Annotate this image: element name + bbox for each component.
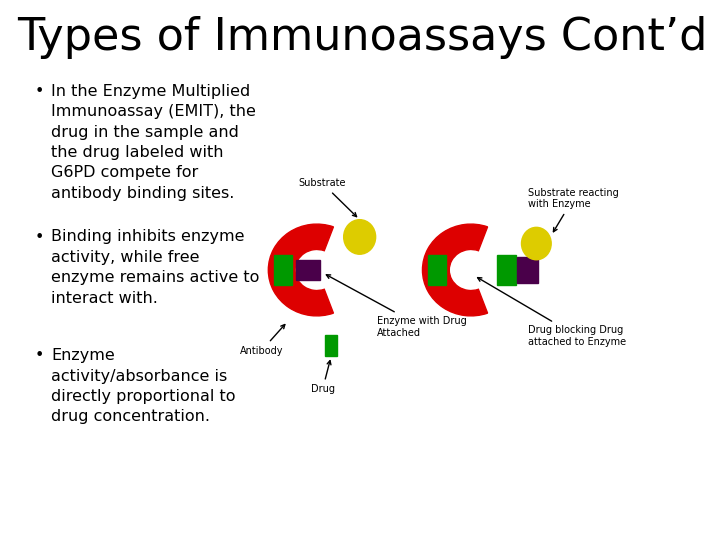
Text: Binding inhibits enzyme
activity, while free
enzyme remains active to
interact w: Binding inhibits enzyme activity, while …: [51, 230, 260, 306]
FancyBboxPatch shape: [517, 257, 539, 283]
Text: Drug blocking Drug
attached to Enzyme: Drug blocking Drug attached to Enzyme: [477, 278, 626, 347]
Wedge shape: [423, 224, 487, 316]
Ellipse shape: [343, 220, 376, 254]
Text: •: •: [35, 84, 44, 99]
Ellipse shape: [521, 227, 552, 260]
Wedge shape: [269, 224, 333, 316]
Text: Enzyme with Drug
Attached: Enzyme with Drug Attached: [326, 275, 467, 338]
FancyBboxPatch shape: [297, 260, 320, 280]
Text: Antibody: Antibody: [240, 325, 285, 356]
Text: Enzyme
activity/absorbance is
directly proportional to
drug concentration.: Enzyme activity/absorbance is directly p…: [51, 348, 236, 424]
Text: •: •: [35, 230, 44, 245]
FancyBboxPatch shape: [498, 255, 516, 285]
Text: Drug: Drug: [310, 361, 335, 395]
Text: In the Enzyme Multiplied
Immunoassay (EMIT), the
drug in the sample and
the drug: In the Enzyme Multiplied Immunoassay (EM…: [51, 84, 256, 201]
FancyBboxPatch shape: [325, 335, 338, 356]
Text: •: •: [35, 348, 44, 363]
Text: Substrate reacting
with Enzyme: Substrate reacting with Enzyme: [528, 187, 618, 232]
Text: Substrate: Substrate: [299, 178, 356, 217]
FancyBboxPatch shape: [428, 255, 446, 285]
FancyBboxPatch shape: [274, 255, 292, 285]
Text: Types of Immunoassays Cont’d: Types of Immunoassays Cont’d: [17, 16, 708, 59]
